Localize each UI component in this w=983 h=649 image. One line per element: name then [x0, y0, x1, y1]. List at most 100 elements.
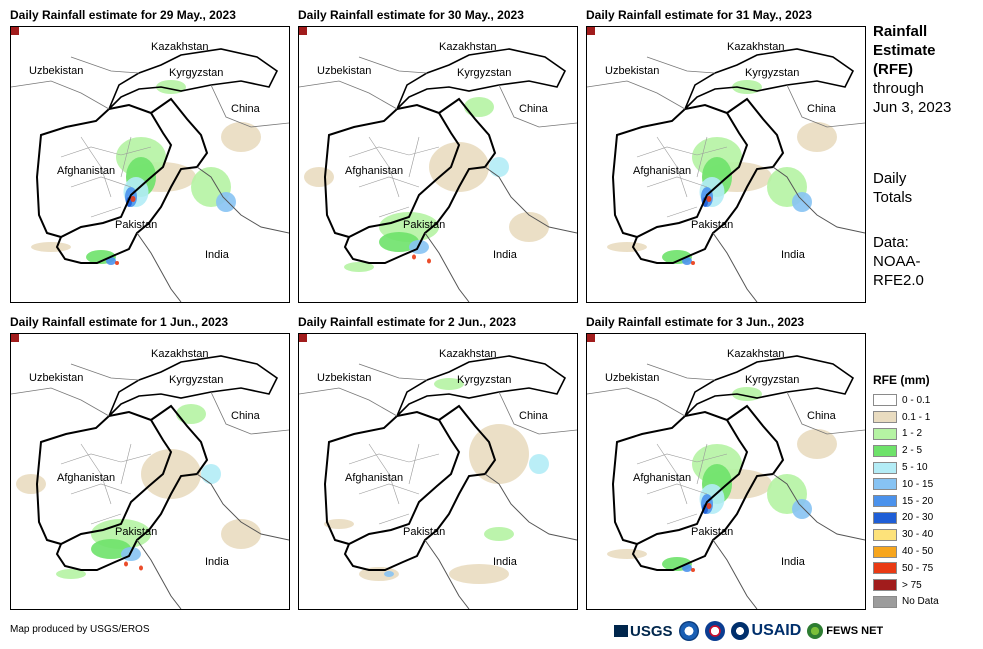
legend-item: 0.1 - 1	[873, 409, 981, 426]
legend-label: 50 - 75	[902, 562, 934, 574]
legend-swatch	[873, 444, 897, 457]
country-label-china: China	[519, 410, 548, 422]
legend-item: > 75	[873, 577, 981, 594]
map-svg	[299, 27, 577, 302]
rainfall-map-panel: Daily Rainfall estimate for 1 Jun., 2023…	[10, 315, 290, 610]
legend-label: 0.1 - 1	[902, 411, 931, 423]
legend-item: 20 - 30	[873, 510, 981, 527]
fews-net-logo: FEWS NET	[807, 623, 883, 639]
map-svg	[11, 27, 289, 302]
map-credit: Map produced by USGS/EROS	[10, 624, 150, 635]
side-title-line2: Estimate	[873, 42, 936, 59]
legend-swatch	[873, 478, 897, 491]
country-label-kazakhstan: Kazakhstan	[727, 41, 785, 53]
legend-swatch	[873, 545, 897, 558]
legend-item: 30 - 40	[873, 526, 981, 543]
legend-item: 5 - 10	[873, 459, 981, 476]
country-label-china: China	[231, 410, 260, 422]
legend-swatch	[873, 528, 897, 541]
fews-logo-text: FEWS NET	[826, 625, 884, 637]
country-label-kazakhstan: Kazakhstan	[439, 41, 497, 53]
map-frame: Kazakhstan Uzbekistan Kyrgyzstan China Afgha…	[586, 26, 866, 303]
side-date: Jun 3, 2023	[873, 99, 952, 116]
rainfall-map-panel: Daily Rainfall estimate for 31 May., 202…	[586, 8, 866, 303]
country-label-pakistan: Pakistan	[691, 526, 734, 538]
country-label-kyrgyzstan: Kyrgyzstan	[169, 67, 224, 79]
country-label-india: India	[781, 556, 805, 568]
usgs-logo-text: USGS	[630, 622, 673, 640]
legend-swatch	[873, 562, 897, 575]
side-through: through	[873, 80, 924, 97]
legend-label: No Data	[902, 596, 939, 608]
country-label-kyrgyzstan: Kyrgyzstan	[457, 67, 512, 79]
country-label-china: China	[231, 103, 260, 115]
country-label-india: India	[205, 249, 229, 261]
country-label-uzbekistan: Uzbekistan	[29, 65, 84, 77]
legend-item: 1 - 2	[873, 426, 981, 443]
map-svg	[587, 27, 865, 302]
country-label-afghanistan: Afghanistan	[57, 472, 116, 484]
side-totals: Totals	[873, 189, 913, 206]
legend-item: 10 - 15	[873, 476, 981, 493]
legend-label: 1 - 2	[902, 428, 923, 440]
side-data-source2: RFE2.0	[873, 272, 924, 289]
country-label-uzbekistan: Uzbekistan	[605, 65, 660, 77]
country-label-pakistan: Pakistan	[403, 219, 446, 231]
legend-label: 5 - 10	[902, 462, 928, 474]
country-label-china: China	[807, 103, 836, 115]
country-label-kazakhstan: Kazakhstan	[151, 348, 209, 360]
legend-label: 40 - 50	[902, 546, 934, 558]
legend-item: 40 - 50	[873, 543, 981, 560]
country-label-kyrgyzstan: Kyrgyzstan	[457, 374, 512, 386]
side-daily: Daily	[873, 170, 907, 187]
legend-swatch	[873, 394, 897, 407]
usaid-seal-icon	[730, 622, 749, 640]
country-label-kazakhstan: Kazakhstan	[727, 348, 785, 360]
country-label-uzbekistan: Uzbekistan	[317, 372, 372, 384]
country-label-uzbekistan: Uzbekistan	[317, 65, 372, 77]
country-label-afghanistan: Afghanistan	[633, 472, 692, 484]
legend-item: 15 - 20	[873, 493, 981, 510]
legend-swatch	[873, 595, 897, 608]
panel-title: Daily Rainfall estimate for 1 Jun., 2023	[10, 315, 229, 329]
country-label-kyrgyzstan: Kyrgyzstan	[169, 374, 224, 386]
legend-item: No Data	[873, 594, 981, 611]
side-info: Rainfall Estimate (RFE) through Jun 3, 2…	[873, 22, 981, 290]
country-label-afghanistan: Afghanistan	[57, 165, 116, 177]
legend-label: > 75	[902, 579, 922, 591]
legend-item: 50 - 75	[873, 560, 981, 577]
noaa-logo-icon	[678, 621, 699, 641]
panel-title: Daily Rainfall estimate for 31 May., 202…	[586, 8, 812, 22]
country-label-kazakhstan: Kazakhstan	[151, 41, 209, 53]
fews-globe-icon	[807, 623, 824, 639]
panel-title: Daily Rainfall estimate for 29 May., 202…	[10, 8, 236, 22]
legend-title: RFE (mm)	[873, 373, 930, 387]
legend-label: 2 - 5	[902, 445, 923, 457]
legend-item: 2 - 5	[873, 442, 981, 459]
map-frame: Kazakhstan Uzbekistan Kyrgyzstan China Afgha…	[586, 333, 866, 610]
country-label-india: India	[493, 249, 517, 261]
legend-label: 30 - 40	[902, 529, 934, 541]
country-label-kyrgyzstan: Kyrgyzstan	[745, 67, 800, 79]
country-label-india: India	[493, 556, 517, 568]
legend-swatch	[873, 427, 897, 440]
legend-swatch	[873, 411, 897, 424]
legend-label: 20 - 30	[902, 512, 934, 524]
country-label-kazakhstan: Kazakhstan	[439, 348, 497, 360]
legend-swatch	[873, 511, 897, 524]
rainfall-map-panel: Daily Rainfall estimate for 29 May., 202…	[10, 8, 290, 303]
country-label-pakistan: Pakistan	[115, 219, 158, 231]
usgs-logo: USGS	[614, 623, 673, 640]
logo-strip: USGS USAID FEWS NET	[614, 616, 883, 646]
map-svg	[587, 334, 865, 609]
country-label-pakistan: Pakistan	[403, 526, 446, 538]
nasa-logo-icon	[704, 621, 725, 641]
rainfall-map-panel: Daily Rainfall estimate for 3 Jun., 2023…	[586, 315, 866, 610]
map-svg	[299, 334, 577, 609]
side-data-source1: NOAA-	[873, 253, 921, 270]
country-label-uzbekistan: Uzbekistan	[29, 372, 84, 384]
country-label-pakistan: Pakistan	[691, 219, 734, 231]
legend-label: 0 - 0.1	[902, 394, 931, 406]
country-label-uzbekistan: Uzbekistan	[605, 372, 660, 384]
panel-title: Daily Rainfall estimate for 3 Jun., 2023	[586, 315, 805, 329]
